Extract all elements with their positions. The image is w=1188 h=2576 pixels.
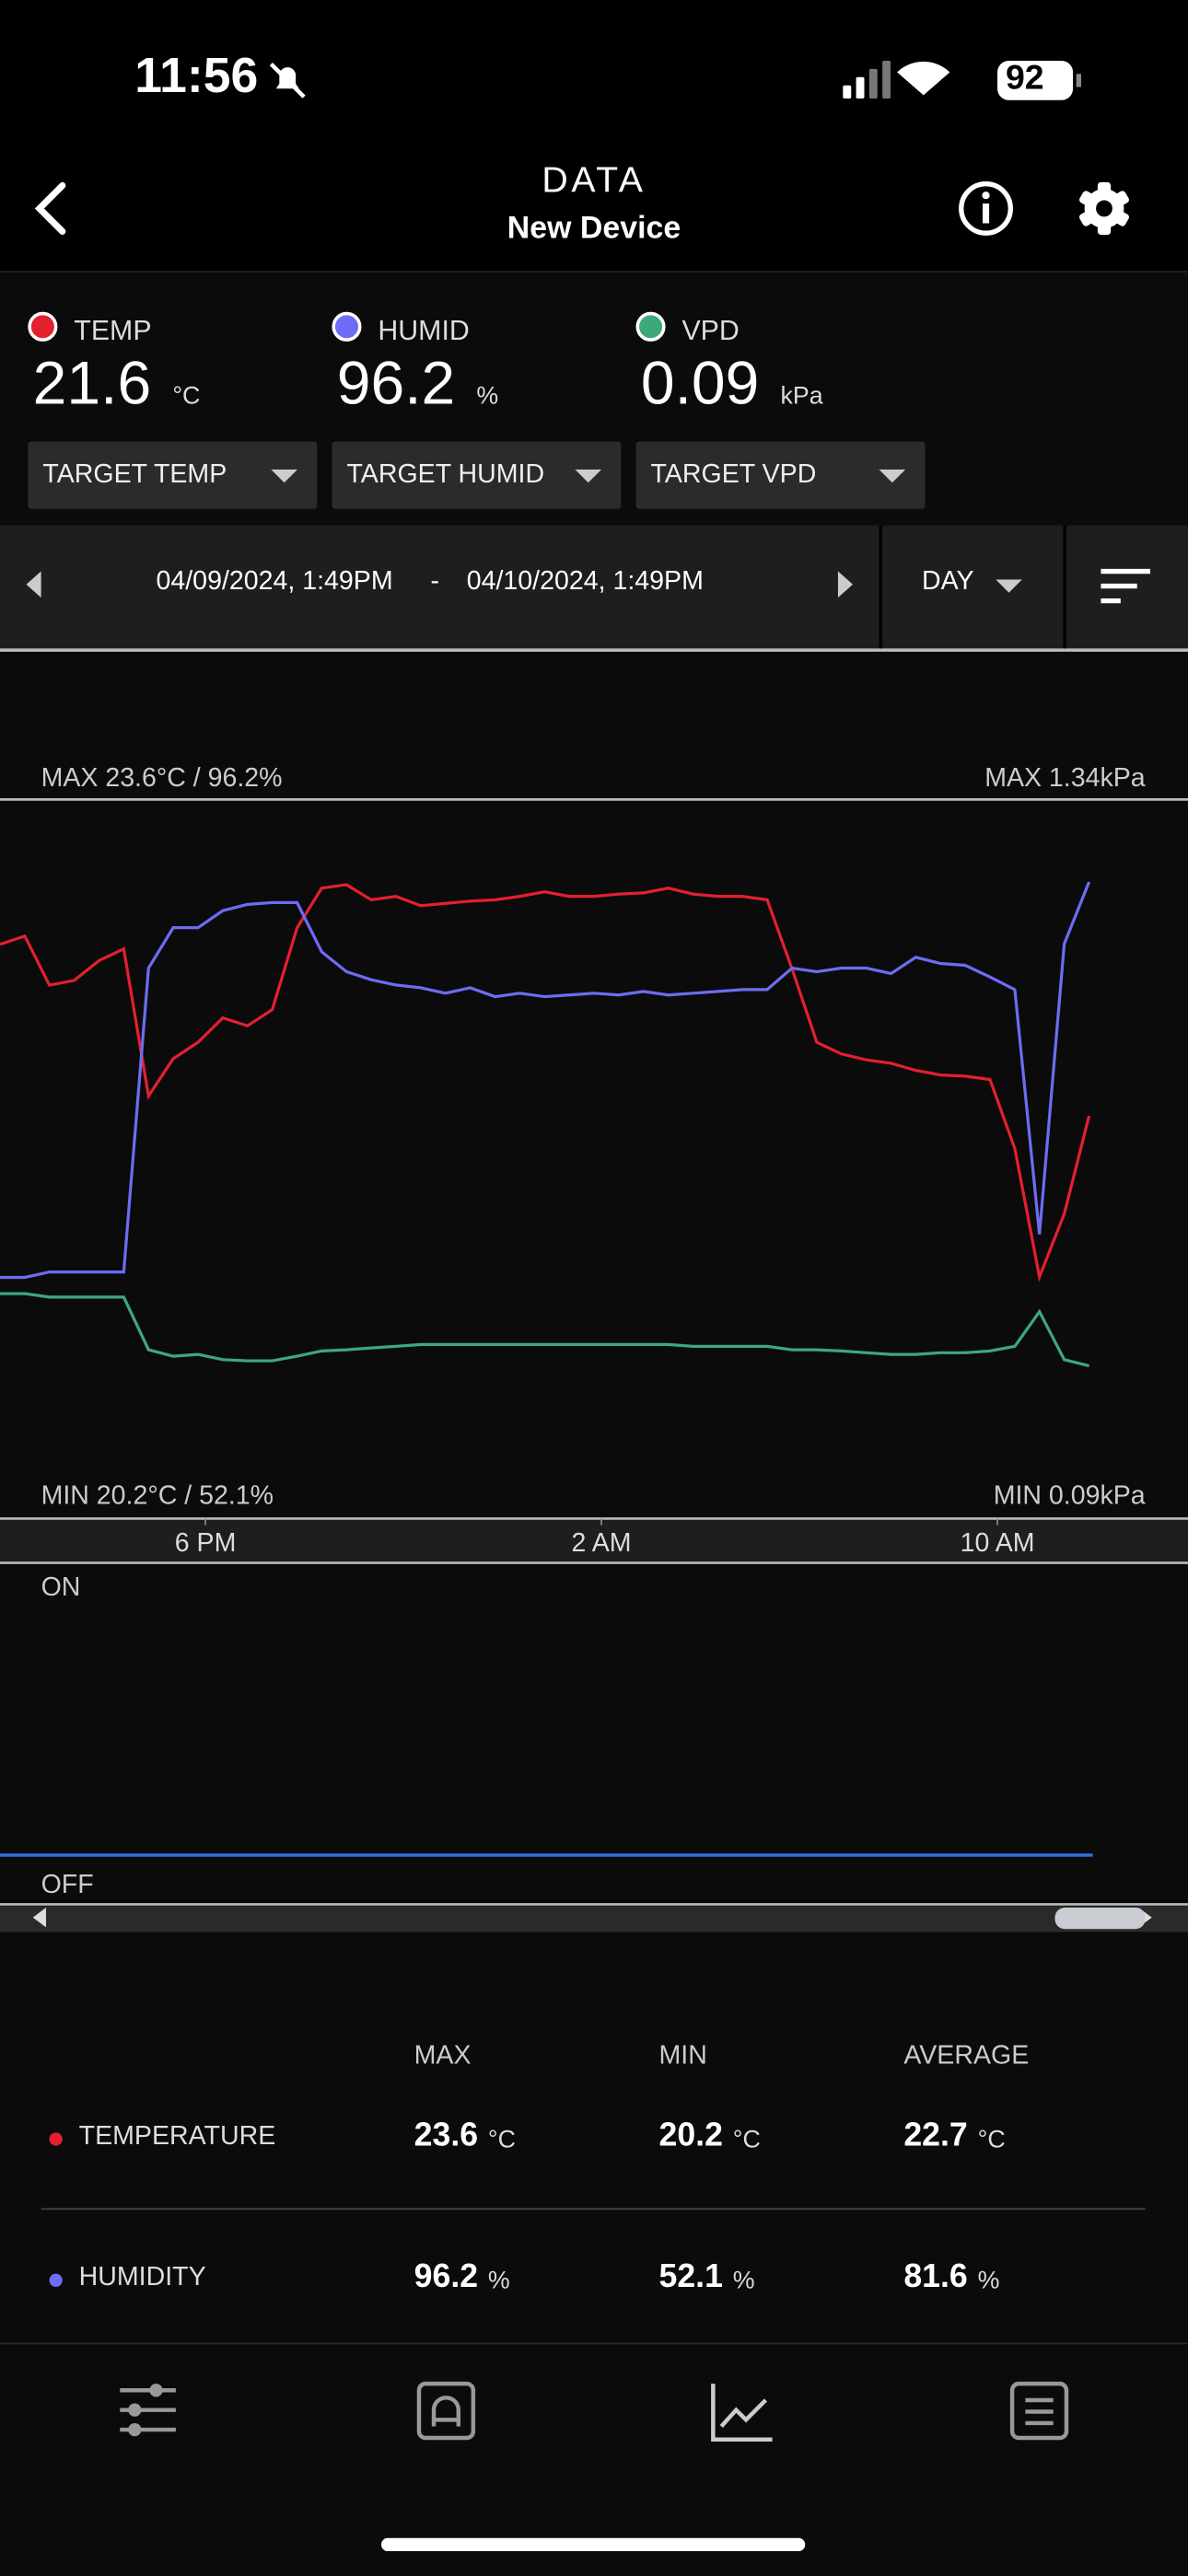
min-label: MIN 0.09kPa	[994, 1480, 1146, 1510]
max-label: MAX 1.34kPa	[984, 763, 1146, 793]
state-off: OFF	[41, 1870, 94, 1899]
period-dropdown[interactable]: DAY	[921, 567, 974, 597]
state-on: ON	[41, 1572, 81, 1602]
log-tab[interactable]	[1009, 2381, 1072, 2443]
series-line	[0, 881, 1091, 1280]
reading-label: TEMP	[74, 315, 152, 347]
stats-name: HUMIDITY	[78, 2263, 206, 2292]
stats-value: 20.2	[658, 2118, 723, 2154]
stats-value: 22.7	[903, 2118, 968, 2154]
range-start: 04/09/2024, 1:49PM	[156, 567, 393, 597]
dropdown-arrow	[996, 579, 1022, 593]
status-icons	[843, 60, 1082, 100]
mute-icon	[269, 62, 306, 99]
prev-button[interactable]	[23, 570, 46, 599]
stats-unit: °C	[487, 2126, 516, 2154]
range-separator: -	[430, 567, 439, 597]
sort-button[interactable]	[1098, 566, 1154, 606]
x-tick-label: 2 AM	[572, 1528, 632, 1558]
reading-label: VPD	[681, 315, 740, 347]
stats-name: TEMPERATURE	[78, 2122, 276, 2151]
reading-unit: °C	[172, 382, 201, 411]
nav-bar	[0, 2342, 1188, 2576]
min-label: MIN 20.2°C / 52.1%	[41, 1480, 274, 1510]
reading-value: 0.09	[640, 349, 760, 417]
stats-dot	[49, 2132, 63, 2146]
next-button[interactable]	[833, 570, 856, 599]
stats-value: 81.6	[903, 2258, 968, 2295]
stats-unit: %	[977, 2267, 1000, 2295]
reading-unit: %	[476, 382, 499, 411]
stats-unit: °C	[977, 2126, 1006, 2154]
back-button[interactable]	[29, 180, 79, 239]
page-title: DATA	[542, 158, 646, 201]
reading-label: HUMID	[378, 315, 470, 347]
target-dropdown[interactable]: TARGET VPD	[635, 441, 926, 509]
info-button[interactable]	[956, 179, 1015, 238]
x-tick-label: 6 PM	[175, 1528, 237, 1558]
target-dropdown[interactable]: TARGET TEMP	[28, 441, 318, 509]
stats-header: MAX	[413, 2042, 472, 2071]
legend-dot	[635, 311, 666, 342]
reading-value: 21.6	[32, 349, 152, 417]
series-line	[0, 1292, 1089, 1368]
reading-unit: kPa	[780, 382, 823, 411]
clock: 11:56	[134, 49, 259, 104]
range-bar	[0, 525, 1188, 652]
auto-tab[interactable]	[415, 2381, 478, 2443]
stats-dot	[49, 2273, 63, 2287]
battery-level: 92	[1005, 59, 1044, 98]
home-indicator	[380, 2537, 806, 2552]
stats-unit: %	[487, 2267, 510, 2295]
stats-value: 52.1	[658, 2258, 723, 2295]
series-line	[0, 883, 1091, 1282]
target-dropdown[interactable]: TARGET HUMID	[332, 441, 622, 509]
stats-value: 96.2	[413, 2258, 479, 2295]
legend-dot	[28, 311, 58, 342]
settings-button[interactable]	[1075, 179, 1134, 238]
stats-header: MIN	[658, 2042, 707, 2071]
chart: MAX 23.6°C / 96.2% MAX 1.34kPa MIN 20.2°…	[0, 651, 1188, 1932]
stats-unit: %	[732, 2267, 755, 2295]
reading-value: 96.2	[336, 349, 456, 417]
stats-unit: °C	[732, 2126, 761, 2154]
stats-value: 23.6	[413, 2118, 479, 2154]
stats-header: AVERAGE	[903, 2042, 1030, 2071]
controls-tab[interactable]	[115, 2381, 181, 2440]
max-label: MAX 23.6°C / 96.2%	[41, 763, 283, 793]
device-name: New Device	[507, 212, 681, 247]
data-tab[interactable]	[710, 2381, 775, 2443]
legend-dot	[332, 311, 362, 342]
range-end: 04/10/2024, 1:49PM	[466, 567, 704, 597]
scroll-thumb[interactable]	[1054, 1908, 1146, 1930]
x-tick-label: 10 AM	[961, 1528, 1035, 1558]
